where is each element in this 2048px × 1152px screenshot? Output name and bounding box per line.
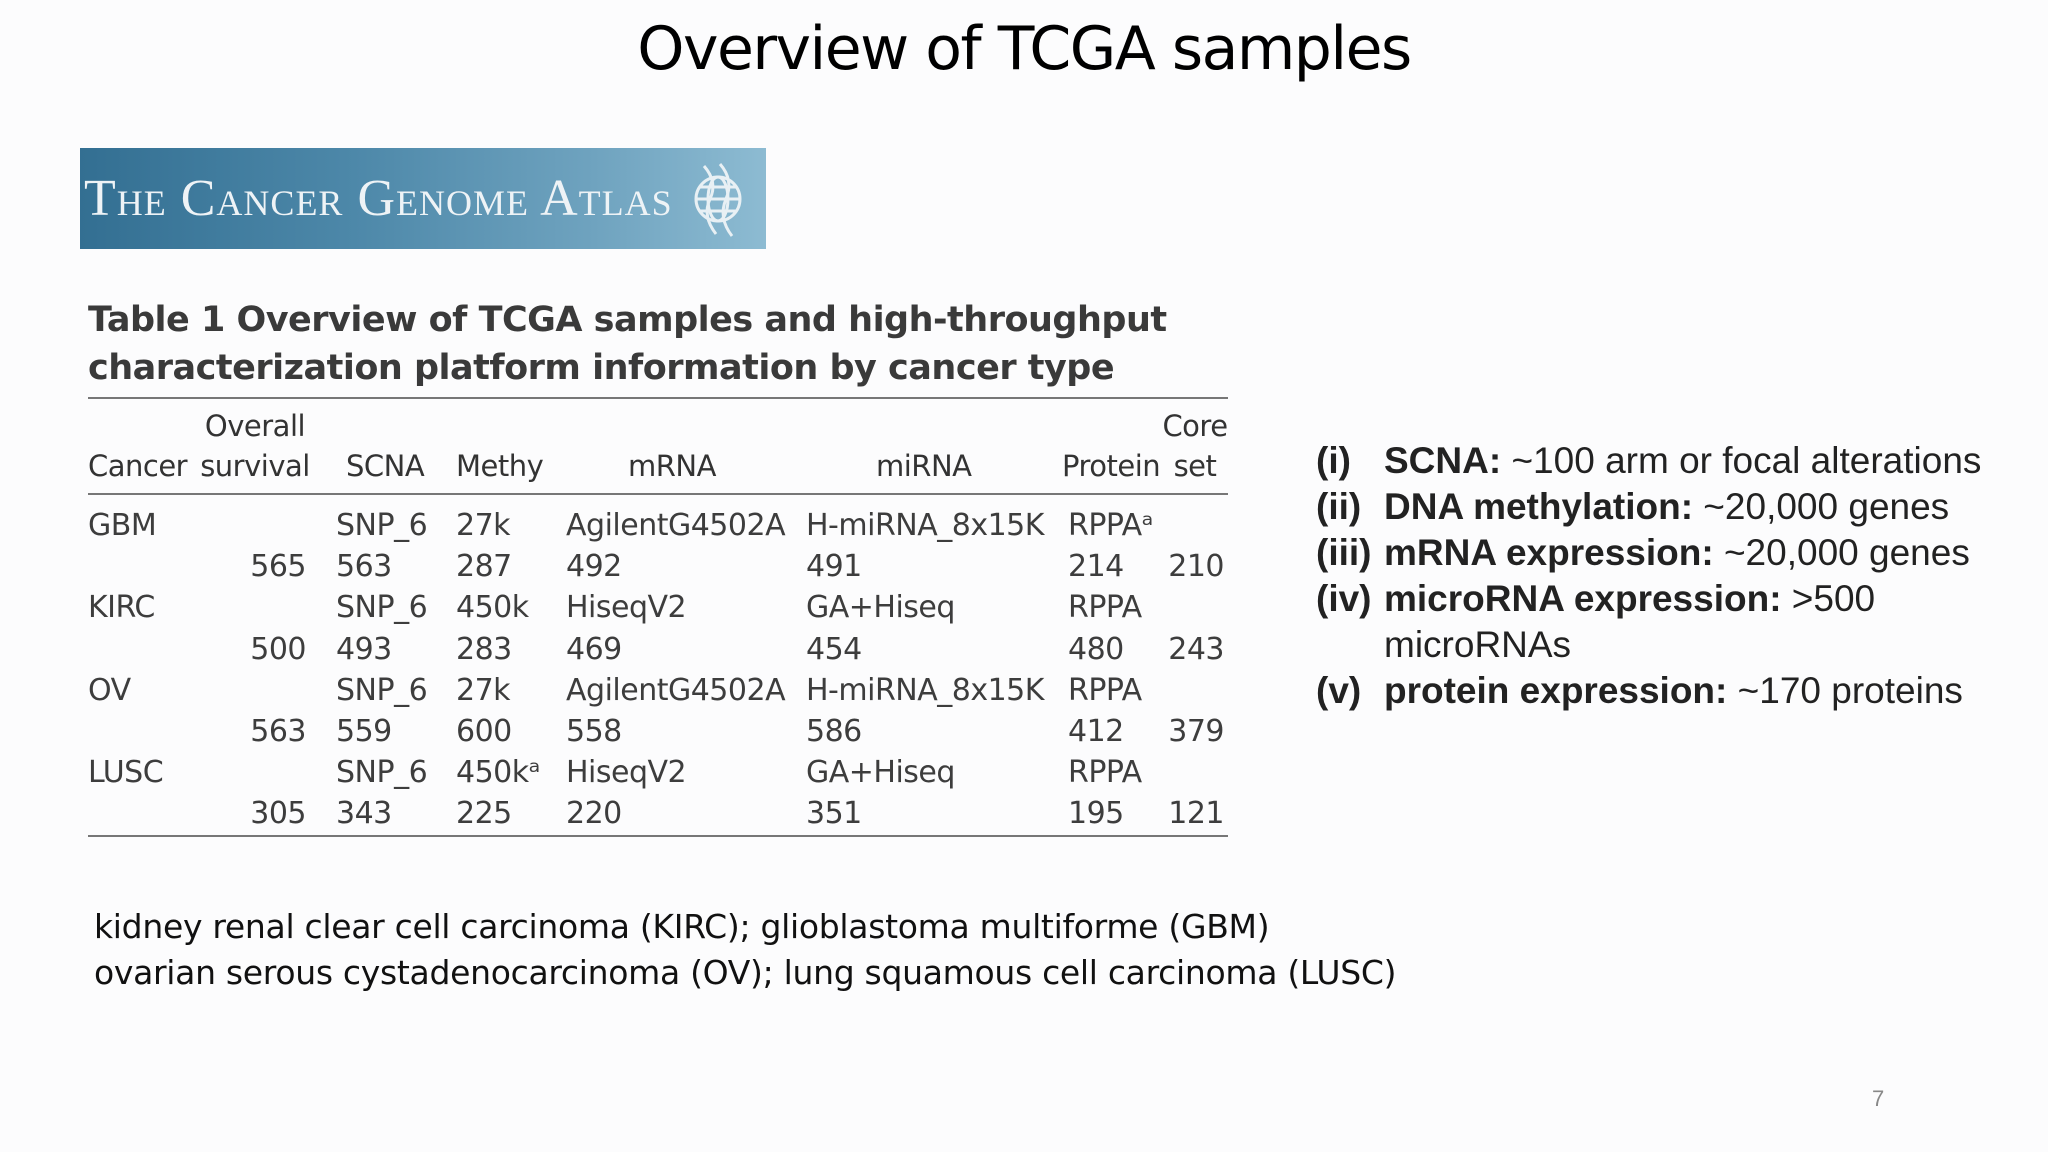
list-item-term: SCNA:: [1384, 440, 1502, 481]
cell-survival: 305: [250, 796, 306, 831]
table-header-rule: [88, 493, 1228, 495]
cell-methy: 27k: [456, 508, 511, 543]
list-item-number: (iii): [1316, 532, 1372, 573]
list-item-term: microRNA expression:: [1384, 578, 1782, 619]
cell-methy: 27k: [456, 673, 511, 708]
cell-methy: 283: [456, 632, 512, 667]
cell-cancer: KIRC: [88, 590, 155, 625]
cell-scna: 343: [336, 796, 392, 831]
header-core-bottom: set: [1173, 449, 1217, 483]
cell-protein: RPPA: [1068, 673, 1142, 708]
list-item: (iv) microRNA expression: >500 microRNAs: [1316, 576, 2036, 668]
cell-cancer: GBM: [88, 508, 157, 543]
cell-mirna: GA+Hiseq: [806, 590, 955, 625]
list-item-text: ~20,000 genes: [1713, 532, 1970, 573]
note-line: kidney renal clear cell carcinoma (KIRC)…: [94, 907, 1270, 946]
list-item-number: (ii): [1316, 486, 1362, 527]
page-number: 7: [1872, 1086, 1885, 1111]
cell-cancer: OV: [88, 673, 131, 708]
cell-mrna: 220: [566, 796, 622, 831]
header-scna: SCNA: [346, 449, 425, 483]
list-item-number: (i): [1316, 440, 1351, 481]
abbreviation-notes: kidney renal clear cell carcinoma (KIRC)…: [94, 904, 1494, 996]
cell-methy: 225: [456, 796, 512, 831]
table-caption: Table 1 Overview of TCGA samples and hig…: [88, 300, 1167, 388]
cell-scna: SNP_6: [336, 673, 428, 708]
header-survival-bottom: survival: [200, 449, 310, 483]
cell-protein: 480: [1068, 632, 1124, 667]
header-survival-top: Overall: [204, 409, 306, 443]
cell-protein: RPPA: [1068, 755, 1142, 790]
cell-survival: 563: [250, 714, 306, 749]
list-item-number: (v): [1316, 670, 1362, 711]
list-item: (iii) mRNA expression: ~20,000 genes: [1316, 530, 2036, 576]
banner-text: The Cancer Genome Atlas: [84, 170, 673, 227]
list-item: (ii) DNA methylation: ~20,000 genes: [1316, 484, 2036, 530]
cell-methy: 600: [456, 714, 512, 749]
cell-methy: 287: [456, 549, 512, 584]
cell-mrna: AgilentG4502A: [566, 673, 786, 708]
cell-mirna: 586: [806, 714, 862, 749]
cell-mrna: AgilentG4502A: [566, 508, 786, 543]
header-core-top: Core: [1162, 409, 1228, 443]
cell-mirna: H-miRNA_8x15K: [806, 508, 1044, 543]
cell-mirna: H-miRNA_8x15K: [806, 673, 1044, 708]
cell-scna: SNP_6: [336, 508, 428, 543]
cell-scna: 493: [336, 632, 392, 667]
list-item-text: ~20,000 genes: [1693, 486, 1950, 527]
cell-protein: RPPA: [1068, 590, 1142, 625]
cell-scna: 559: [336, 714, 392, 749]
header-methy: Methy: [456, 449, 544, 483]
globe-logo-icon: [694, 163, 742, 237]
list-item-number: (iv): [1316, 578, 1372, 619]
cell-mirna: GA+Hiseq: [806, 755, 955, 790]
list-item-term: protein expression:: [1384, 670, 1728, 711]
list-item: (i) SCNA: ~100 arm or focal alterations: [1316, 438, 2036, 484]
cell-survival: 565: [250, 549, 306, 584]
cell-cancer: LUSC: [88, 755, 164, 790]
cell-mirna: 491: [806, 549, 862, 584]
cell-methy: 450kᵃ: [456, 755, 540, 790]
header-mrna: mRNA: [628, 449, 716, 483]
cell-mrna: HiseqV2: [566, 755, 687, 790]
table-bottom-rule: [88, 835, 1228, 837]
cell-mirna: 454: [806, 632, 862, 667]
header-mirna: miRNA: [876, 449, 972, 483]
cell-mrna: 469: [566, 632, 622, 667]
note-line: ovarian serous cystadenocarcinoma (OV); …: [94, 953, 1397, 992]
header-cancer: Cancer: [88, 449, 188, 483]
cell-survival: 500: [250, 632, 306, 667]
cell-core: 379: [1168, 714, 1224, 749]
cell-scna: 563: [336, 549, 392, 584]
list-item-term: mRNA expression:: [1384, 532, 1714, 573]
cell-core: 243: [1168, 632, 1224, 667]
cell-mirna: 351: [806, 796, 862, 831]
cell-protein: 214: [1068, 549, 1124, 584]
cell-protein: 412: [1068, 714, 1124, 749]
cell-scna: SNP_6: [336, 755, 428, 790]
table-top-rule: [88, 397, 1228, 399]
cell-mrna: 492: [566, 549, 622, 584]
cell-core: 121: [1168, 796, 1224, 831]
cell-mrna: HiseqV2: [566, 590, 687, 625]
cell-core: 210: [1168, 549, 1224, 584]
cell-protein: RPPAᵃ: [1068, 508, 1153, 543]
list-item-text: ~100 arm or focal alterations: [1501, 440, 1982, 481]
list-item-text: ~170 proteins: [1727, 670, 1963, 711]
list-item-term: DNA methylation:: [1384, 486, 1694, 527]
data-types-list: (i) SCNA: ~100 arm or focal alterations (…: [1316, 438, 2036, 714]
cell-mrna: 558: [566, 714, 622, 749]
tcga-banner: The Cancer Genome Atlas: [80, 148, 766, 249]
list-item: (v) protein expression: ~170 proteins: [1316, 668, 2036, 714]
cell-protein: 195: [1068, 796, 1124, 831]
list-item-text: >500 microRNAs: [1384, 578, 1876, 665]
cell-scna: SNP_6: [336, 590, 428, 625]
slide-title: Overview of TCGA samples: [637, 14, 1412, 84]
cell-methy: 450k: [456, 590, 529, 625]
header-protein: Protein: [1062, 449, 1161, 483]
